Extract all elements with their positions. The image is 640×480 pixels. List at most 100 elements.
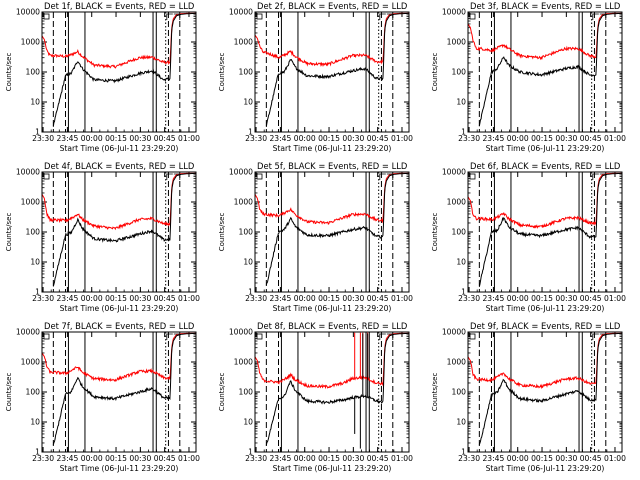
x-tick-label: 01:00 [391, 294, 413, 303]
y-tick-label: 100 [26, 68, 41, 77]
traces [255, 12, 409, 127]
x-axis-label: Start Time (06-Jul-11 23:29:20) [273, 144, 392, 153]
corner-marker [173, 333, 181, 340]
y-axis-label: Counts/sec [218, 53, 226, 92]
corner-marker [592, 173, 599, 180]
plot-frame [41, 11, 197, 133]
plot-frame [41, 331, 197, 453]
x-tick-label: 00:45 [580, 294, 602, 303]
y-axis-label: Counts/sec [5, 373, 13, 412]
x-tick-label: 01:00 [604, 134, 626, 143]
corner-marker [166, 173, 173, 180]
panel-det9: Det 9f, BLACK = Events, RED = LLD Counts/… [431, 321, 626, 473]
x-tick-label: 23:30 [245, 454, 267, 463]
y-tick-label: 1000 [447, 358, 466, 367]
x-axis-label: Start Time (06-Jul-11 23:29:20) [273, 304, 392, 313]
x-tick-label: 00:00 [294, 134, 316, 143]
x-axis-label: Start Time (06-Jul-11 23:29:20) [486, 304, 605, 313]
x-tick-label: 00:15 [105, 134, 127, 143]
y-tick-label: 1 [248, 448, 253, 457]
lld-trace [42, 332, 196, 383]
corner-marker [599, 13, 607, 20]
events-trace [478, 172, 622, 288]
plot-frame [467, 171, 623, 293]
corner-marker [386, 333, 394, 340]
y-tick-label: 10 [456, 258, 466, 267]
panel-title: Det 5f, BLACK = Events, RED = LLD [257, 161, 407, 171]
y-tick-label: 10 [456, 418, 466, 427]
y-tick-label: 10 [30, 258, 40, 267]
y-tick-label: 10000 [229, 328, 253, 337]
corner-marker [173, 13, 181, 20]
y-tick-label: 100 [26, 228, 41, 237]
x-tick-label: 00:30 [129, 294, 151, 303]
traces [255, 172, 409, 285]
panel-det1: Det 1f, BLACK = Events, RED = LLD Counts/… [5, 1, 200, 153]
lld-trace [255, 172, 409, 225]
x-axis-label: Start Time (06-Jul-11 23:29:20) [60, 144, 179, 153]
x-tick-label: 00:45 [580, 454, 602, 463]
corner-marker [43, 13, 50, 20]
y-tick-label: 1 [35, 448, 40, 457]
y-axis-label: Counts/sec [218, 213, 226, 252]
x-tick-label: 00:45 [154, 134, 176, 143]
traces [468, 172, 622, 288]
x-tick-label: 01:00 [604, 294, 626, 303]
x-tick-label: 23:30 [458, 454, 480, 463]
panel-title: Det 6f, BLACK = Events, RED = LLD [470, 161, 620, 171]
panel-title: Det 2f, BLACK = Events, RED = LLD [257, 1, 407, 11]
lld-trace [468, 12, 622, 61]
events-trace [265, 172, 409, 285]
x-tick-label: 23:45 [56, 134, 78, 143]
x-tick-label: 00:15 [105, 294, 127, 303]
y-axis-label: Counts/sec [431, 373, 439, 412]
y-tick-label: 100 [239, 388, 254, 397]
panel-title: Det 4f, BLACK = Events, RED = LLD [44, 161, 194, 171]
x-tick-label: 01:00 [604, 454, 626, 463]
x-tick-label: 01:00 [178, 294, 200, 303]
lld-trace [42, 12, 196, 69]
x-tick-label: 00:00 [507, 294, 529, 303]
y-tick-label: 10 [243, 418, 253, 427]
x-tick-label: 00:30 [555, 294, 577, 303]
y-tick-label: 1000 [21, 38, 40, 47]
y-tick-label: 10000 [16, 8, 40, 17]
y-axis-label: Counts/sec [5, 53, 13, 92]
x-tick-label: 00:15 [318, 134, 340, 143]
x-tick-label: 23:30 [32, 294, 54, 303]
x-tick-label: 01:00 [391, 134, 413, 143]
y-tick-label: 10000 [442, 168, 466, 177]
x-tick-label: 00:00 [507, 454, 529, 463]
x-tick-label: 23:30 [458, 294, 480, 303]
plot-frame [254, 11, 410, 133]
y-tick-label: 10 [243, 258, 253, 267]
x-tick-label: 01:00 [178, 454, 200, 463]
panel-det6: Det 6f, BLACK = Events, RED = LLD Counts/… [431, 161, 626, 313]
x-tick-label: 00:30 [342, 454, 364, 463]
traces [42, 12, 196, 127]
corner-marker [386, 13, 394, 20]
plot-frame [467, 11, 623, 133]
x-tick-label: 00:30 [555, 134, 577, 143]
y-tick-label: 1 [248, 288, 253, 297]
plot-frame [41, 171, 197, 293]
y-tick-label: 100 [452, 228, 467, 237]
y-tick-label: 1 [35, 128, 40, 137]
x-tick-label: 00:00 [81, 294, 103, 303]
y-axis-label: Counts/sec [431, 213, 439, 252]
events-trace [52, 12, 196, 127]
x-tick-label: 00:00 [294, 454, 316, 463]
panel-title: Det 3f, BLACK = Events, RED = LLD [470, 1, 620, 11]
corner-marker [469, 333, 476, 340]
x-tick-label: 00:15 [318, 454, 340, 463]
corner-marker [469, 173, 476, 180]
y-axis-label: Counts/sec [431, 53, 439, 92]
events-trace [478, 12, 622, 127]
corner-marker [379, 13, 386, 20]
events-trace [265, 332, 409, 446]
x-tick-label: 00:45 [154, 294, 176, 303]
plot-frame [254, 331, 410, 453]
corner-marker [469, 13, 476, 20]
x-tick-label: 23:30 [245, 294, 267, 303]
